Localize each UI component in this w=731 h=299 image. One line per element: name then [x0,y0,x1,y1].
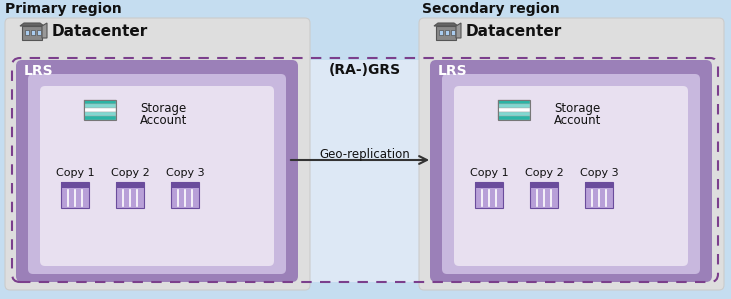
Bar [585,182,613,208]
Text: Datacenter: Datacenter [52,24,148,39]
FancyBboxPatch shape [16,60,298,282]
Bar [530,182,558,208]
Bar [25,30,29,35]
Bar [451,30,455,35]
Text: Datacenter: Datacenter [466,24,562,39]
Bar [475,182,503,188]
Bar [37,30,41,35]
Text: (RA-)GRS: (RA-)GRS [329,63,401,77]
Bar [498,100,530,104]
Bar [475,182,503,208]
Bar [439,30,443,35]
Bar [84,100,116,120]
Text: Copy 2: Copy 2 [110,168,149,178]
Text: Copy 1: Copy 1 [56,168,94,178]
Bar [310,60,420,282]
Bar [585,182,613,188]
Bar [61,182,89,208]
Text: Copy 3: Copy 3 [166,168,204,178]
Bar [84,108,116,112]
Bar [61,182,89,208]
Bar [171,182,199,208]
Bar [84,112,116,116]
Bar [171,182,199,208]
FancyBboxPatch shape [40,86,274,266]
Bar [22,26,42,40]
Bar [530,182,558,188]
Bar [585,182,613,208]
FancyBboxPatch shape [454,86,688,266]
FancyBboxPatch shape [28,74,286,274]
Bar [530,182,558,208]
Bar [498,100,530,120]
Text: Storage: Storage [140,102,186,115]
Text: Account: Account [140,114,187,127]
Text: Account: Account [554,114,602,127]
Text: Secondary region: Secondary region [422,2,560,16]
Bar [84,104,116,108]
Text: Geo-replication: Geo-replication [319,148,410,161]
Bar [171,182,199,188]
Polygon shape [456,23,461,38]
Text: Copy 2: Copy 2 [525,168,564,178]
Bar [498,116,530,120]
FancyBboxPatch shape [5,18,310,290]
Bar [445,30,449,35]
Text: Storage: Storage [554,102,600,115]
Bar [31,30,35,35]
Polygon shape [42,23,47,38]
Text: LRS: LRS [438,64,468,78]
Bar [116,182,144,208]
Bar [498,108,530,112]
Polygon shape [20,23,44,26]
Text: LRS: LRS [24,64,53,78]
Bar [436,26,456,40]
Bar [498,104,530,108]
Text: Primary region: Primary region [5,2,122,16]
Bar [84,116,116,120]
Bar [116,182,144,208]
Bar [498,112,530,116]
Text: Copy 1: Copy 1 [470,168,508,178]
Polygon shape [434,23,458,26]
Bar [61,182,89,188]
FancyBboxPatch shape [419,18,724,290]
Bar [475,182,503,208]
FancyBboxPatch shape [442,74,700,274]
FancyBboxPatch shape [430,60,712,282]
Bar [84,100,116,104]
Text: Copy 3: Copy 3 [580,168,618,178]
Bar [116,182,144,188]
